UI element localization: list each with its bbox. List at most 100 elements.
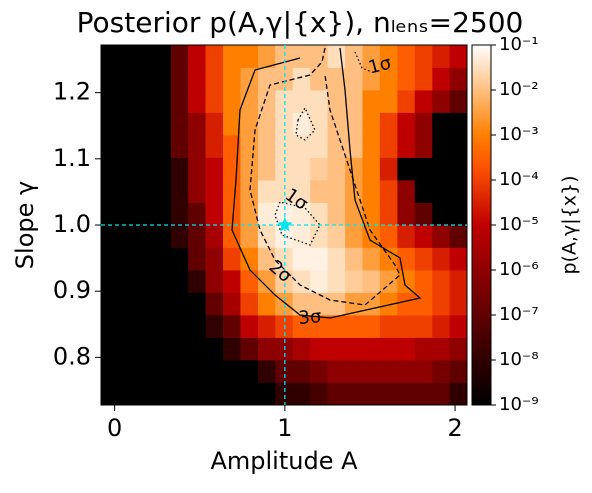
heatmap-cell (188, 337, 206, 361)
heatmap-cell (345, 270, 363, 293)
heatmap-cell (205, 360, 224, 383)
heatmap-cell (135, 315, 154, 338)
heatmap-cell (101, 225, 119, 248)
heatmap-cell (432, 157, 451, 181)
heatmap-cell (327, 247, 346, 271)
heatmap-cell (275, 315, 294, 338)
heatmap-cell (118, 180, 137, 203)
heatmap-cell (379, 337, 398, 361)
heatmap-cell (240, 135, 259, 158)
heatmap-cell (240, 382, 259, 406)
heatmap-cell (327, 112, 346, 136)
heatmap-cell (414, 225, 433, 248)
heatmap-cell (432, 45, 451, 68)
heatmap-cell (362, 360, 381, 383)
heatmap-cell (292, 45, 311, 68)
heatmap-cell (397, 315, 416, 338)
heatmap-cell (397, 360, 416, 383)
heatmap-cell (118, 45, 137, 68)
heatmap-cell (432, 202, 451, 226)
heatmap-cell (345, 247, 363, 271)
colorbar-tick-label: 10⁻² (499, 79, 539, 100)
heatmap-cell (397, 292, 416, 316)
heatmap-cell (101, 112, 119, 136)
heatmap-cell (327, 180, 346, 203)
heatmap-cell (205, 315, 224, 338)
heatmap-cell (449, 270, 468, 293)
heatmap-cell (257, 247, 276, 271)
heatmap-cell (135, 45, 154, 68)
heatmap-cell (432, 247, 451, 271)
contour-1sigma (295, 106, 316, 141)
heatmap-cell (292, 112, 311, 136)
heatmap-cell (379, 292, 398, 316)
heatmap-cell (310, 90, 328, 113)
heatmap-cell (292, 157, 311, 181)
heatmap-cell (449, 360, 468, 383)
heatmap-cell (345, 45, 363, 68)
colorbar-tick-label: 10⁻⁶ (499, 259, 539, 280)
heatmap-cell (310, 202, 328, 226)
heatmap-cell (257, 157, 276, 181)
heatmap-cell (432, 270, 451, 293)
heatmap-cell (310, 247, 328, 271)
colorbar-tick-label: 10⁻³ (499, 124, 539, 145)
heatmap-cell (327, 225, 346, 248)
heatmap-cell (240, 315, 259, 338)
heatmap-cell (257, 180, 276, 203)
heatmap-cell (432, 225, 451, 248)
heatmap-cell (257, 337, 276, 361)
heatmap-cell (327, 337, 346, 361)
heatmap-cell (275, 270, 294, 293)
y-tick-label: 1.0 (53, 210, 91, 238)
heatmap-cell (257, 315, 276, 338)
heatmap-cell (432, 180, 451, 203)
heatmap-cell (292, 202, 311, 226)
heatmap-cell (135, 135, 154, 158)
heatmap-cell (432, 135, 451, 158)
heatmap-cell (432, 315, 451, 338)
heatmap-cell (240, 247, 259, 271)
heatmap-cell (223, 180, 241, 203)
heatmap-cell (170, 337, 189, 361)
heatmap-cell (397, 45, 416, 68)
marker-star (277, 217, 293, 232)
heatmap-cell (153, 67, 172, 91)
heatmap-cell (101, 67, 119, 91)
heatmap-cell (432, 90, 451, 113)
heatmap-cell (310, 270, 328, 293)
heatmap-cell (449, 247, 468, 271)
heatmap-cell (153, 360, 172, 383)
contour-2sigma (249, 47, 401, 306)
heatmap-cell (310, 67, 328, 91)
heatmap-cell (275, 157, 294, 181)
heatmap-cell (397, 180, 416, 203)
heatmap-cell (240, 67, 259, 91)
x-axis-label: Amplitude A (210, 447, 358, 475)
heatmap-cell (135, 337, 154, 361)
heatmap-cell (362, 315, 381, 338)
heatmap-cell (292, 292, 311, 316)
heatmap-cell (310, 337, 328, 361)
heatmap-cell (414, 337, 433, 361)
heatmap-cell (379, 180, 398, 203)
heatmap-cell (449, 292, 468, 316)
heatmap-cell (135, 382, 154, 406)
heatmap-cell (362, 270, 381, 293)
heatmap-cell (397, 225, 416, 248)
heatmap-cell (205, 225, 224, 248)
heatmap-cell (223, 67, 241, 91)
colorbar-tick-label: 10⁻¹ (499, 34, 539, 55)
heatmap-cell (257, 225, 276, 248)
heatmap-cell (135, 360, 154, 383)
heatmap-cell (327, 270, 346, 293)
heatmap-cell (118, 90, 137, 113)
heatmap-cell (449, 180, 468, 203)
heatmap-cell (223, 270, 241, 293)
heatmap-cell (188, 157, 206, 181)
heatmap-cell (257, 202, 276, 226)
heatmap-cell (345, 315, 363, 338)
heatmap-cell (397, 270, 416, 293)
heatmap-cell (223, 382, 241, 406)
